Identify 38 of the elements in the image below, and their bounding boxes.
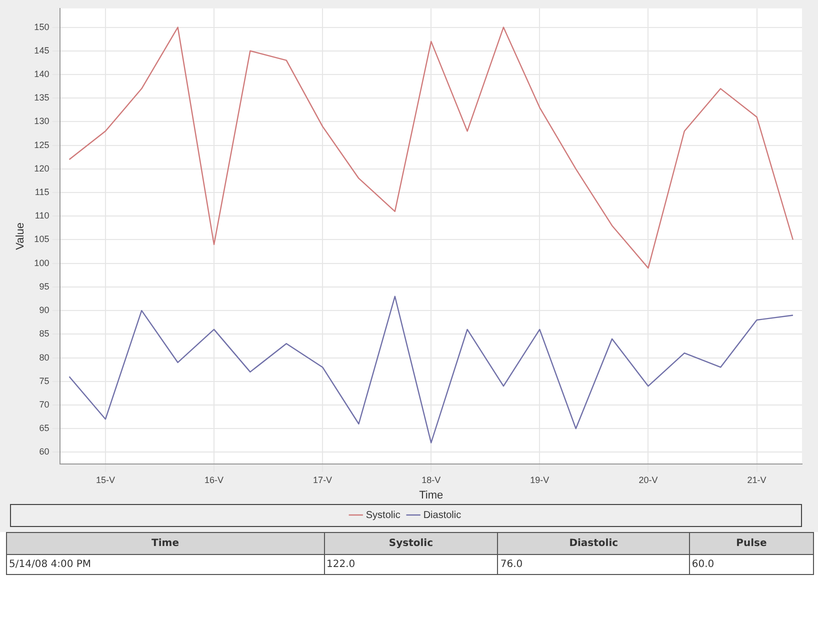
- y-tick-label: 140: [34, 68, 50, 79]
- text: Diastolic: [498, 532, 690, 554]
- x-tick-label: 20-V: [638, 474, 658, 485]
- y-tick-label: 115: [34, 187, 50, 198]
- y-tick-label: 75: [39, 376, 50, 386]
- y-tick-label: 105: [34, 234, 50, 244]
- text: 60.0: [689, 554, 814, 574]
- text: Time: [6, 532, 324, 554]
- y-axis-title: Value: [14, 222, 27, 250]
- x-tick-label: 19-V: [530, 474, 550, 485]
- y-tick-label: 130: [34, 116, 50, 126]
- x-tick-label: 17-V: [313, 474, 332, 485]
- y-tick-label: 135: [34, 92, 50, 103]
- y-tick-label: 95: [39, 281, 50, 292]
- legend-label: Systolic: [366, 510, 400, 521]
- x-tick-label: 21-V: [747, 474, 766, 485]
- x-tick-label: 15-V: [96, 474, 115, 485]
- y-tick-label: 70: [39, 399, 50, 410]
- y-tick-label: 65: [39, 423, 50, 434]
- y-tick-label: 85: [39, 328, 50, 339]
- y-tick-label: 120: [34, 163, 50, 174]
- y-tick-label: 145: [34, 45, 50, 56]
- y-tick-label: 90: [39, 305, 50, 316]
- text: Pulse: [689, 532, 814, 554]
- y-tick-label: 60: [39, 446, 50, 457]
- y-tick-label: 110: [34, 210, 50, 221]
- y-tick-label: 100: [34, 258, 50, 268]
- y-tick-label: 80: [39, 352, 50, 362]
- x-axis-title: Time: [419, 489, 444, 502]
- text: Systolic: [324, 532, 498, 554]
- x-tick-label: 16-V: [204, 474, 224, 485]
- text: 122.0: [324, 554, 498, 574]
- text: 5/14/08 4:00 PM: [6, 554, 324, 574]
- y-tick-label: 125: [34, 140, 50, 150]
- text: 76.0: [498, 554, 690, 574]
- x-tick-label: 18-V: [422, 474, 441, 485]
- y-tick-label: 150: [34, 22, 50, 32]
- legend-label: Diastolic: [423, 510, 462, 521]
